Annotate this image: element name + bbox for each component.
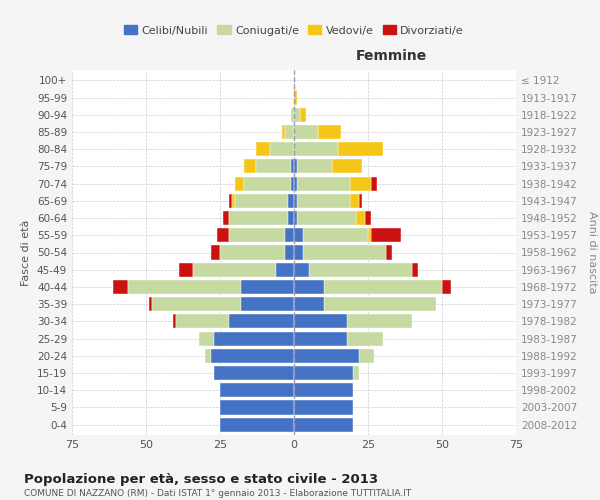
Text: Popolazione per età, sesso e stato civile - 2013: Popolazione per età, sesso e stato civil… [24, 472, 378, 486]
Bar [241, 280, 294, 294]
Bar [235, 194, 288, 208]
Bar [294, 228, 303, 242]
Bar [294, 125, 317, 139]
Bar [179, 262, 193, 277]
Bar [235, 176, 244, 190]
Bar [359, 348, 374, 363]
Bar [113, 280, 128, 294]
Bar [347, 332, 383, 345]
Bar [173, 314, 176, 328]
Bar [297, 176, 350, 190]
Bar [285, 228, 294, 242]
Bar [294, 176, 297, 190]
Bar [214, 366, 294, 380]
Bar [294, 262, 309, 277]
Bar [294, 108, 300, 122]
Bar [232, 194, 235, 208]
Bar [323, 280, 442, 294]
Bar [285, 125, 294, 139]
Bar [271, 142, 294, 156]
Bar [285, 246, 294, 260]
Text: COMUNE DI NAZZANO (RM) - Dati ISTAT 1° gennaio 2013 - Elaborazione TUTTITALIA.IT: COMUNE DI NAZZANO (RM) - Dati ISTAT 1° g… [24, 489, 411, 498]
Bar [211, 246, 220, 260]
Bar [229, 211, 288, 225]
Bar [205, 348, 211, 363]
Bar [220, 383, 294, 398]
Bar [294, 366, 353, 380]
Bar [294, 142, 338, 156]
Bar [294, 297, 323, 311]
Text: Femmine: Femmine [356, 48, 427, 62]
Bar [347, 314, 412, 328]
Bar [359, 194, 362, 208]
Bar [199, 332, 214, 345]
Bar [294, 280, 323, 294]
Bar [294, 90, 297, 104]
Bar [442, 280, 451, 294]
Bar [282, 125, 285, 139]
Bar [291, 160, 294, 173]
Bar [211, 348, 294, 363]
Bar [303, 246, 386, 260]
Bar [350, 194, 359, 208]
Bar [356, 211, 365, 225]
Bar [412, 262, 418, 277]
Bar [294, 194, 297, 208]
Y-axis label: Anni di nascita: Anni di nascita [587, 211, 597, 294]
Bar [229, 194, 232, 208]
Bar [244, 176, 291, 190]
Bar [297, 194, 350, 208]
Bar [229, 228, 285, 242]
Bar [220, 418, 294, 432]
Bar [294, 383, 353, 398]
Bar [291, 108, 294, 122]
Bar [244, 160, 256, 173]
Bar [303, 228, 368, 242]
Bar [294, 314, 347, 328]
Bar [149, 297, 152, 311]
Bar [291, 176, 294, 190]
Bar [223, 211, 229, 225]
Bar [371, 176, 377, 190]
Bar [256, 160, 291, 173]
Bar [294, 348, 359, 363]
Y-axis label: Fasce di età: Fasce di età [22, 220, 31, 286]
Bar [217, 228, 229, 242]
Legend: Celibi/Nubili, Coniugati/e, Vedovi/e, Divorziati/e: Celibi/Nubili, Coniugati/e, Vedovi/e, Di… [119, 21, 469, 40]
Bar [368, 228, 371, 242]
Bar [193, 262, 276, 277]
Bar [220, 400, 294, 414]
Bar [338, 142, 383, 156]
Bar [214, 332, 294, 345]
Bar [350, 176, 371, 190]
Bar [386, 246, 392, 260]
Bar [332, 160, 362, 173]
Bar [309, 262, 412, 277]
Bar [229, 314, 294, 328]
Bar [371, 228, 401, 242]
Bar [294, 246, 303, 260]
Bar [241, 297, 294, 311]
Bar [353, 366, 359, 380]
Bar [294, 211, 297, 225]
Bar [297, 211, 356, 225]
Bar [288, 211, 294, 225]
Bar [294, 332, 347, 345]
Bar [300, 108, 306, 122]
Bar [288, 194, 294, 208]
Bar [256, 142, 271, 156]
Bar [176, 314, 229, 328]
Bar [294, 160, 297, 173]
Bar [294, 418, 353, 432]
Bar [152, 297, 241, 311]
Bar [317, 125, 341, 139]
Bar [297, 160, 332, 173]
Bar [128, 280, 241, 294]
Bar [323, 297, 436, 311]
Bar [294, 400, 353, 414]
Bar [365, 211, 371, 225]
Bar [276, 262, 294, 277]
Bar [220, 246, 285, 260]
